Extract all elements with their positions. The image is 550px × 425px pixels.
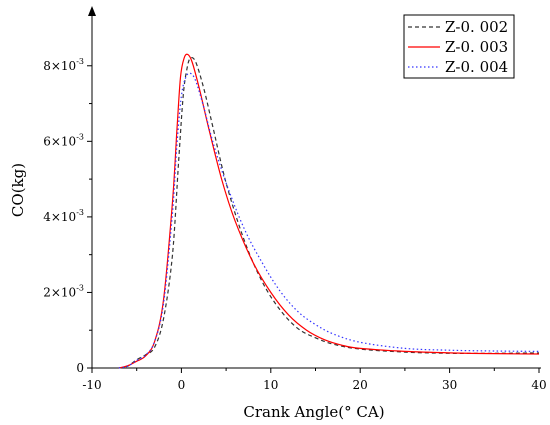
y-axis-title: CO(kg): [9, 163, 27, 217]
x-tick-label: 30: [442, 378, 457, 392]
legend: Z-0. 002 Z-0. 003 Z-0. 004: [403, 14, 515, 79]
y-tick-label: 0: [76, 361, 84, 375]
y-tick-label: 6×10-3: [43, 132, 84, 148]
legend-label-2: Z-0. 003: [445, 38, 508, 56]
x-axis-ticks: -10 0 10 20 30 40: [82, 368, 547, 392]
x-axis-title: Crank Angle(° CA): [243, 403, 384, 421]
y-axis-arrow: [88, 6, 96, 16]
legend-label-1: Z-0. 002: [445, 18, 508, 36]
series-layer: [118, 53, 540, 369]
x-tick-label: 10: [263, 378, 278, 392]
legend-label-3: Z-0. 004: [445, 58, 508, 76]
x-tick-label: -10: [82, 378, 101, 392]
y-tick-label: 2×10-3: [43, 283, 84, 299]
x-tick-label: 40: [531, 378, 546, 392]
y-tick-label: 4×10-3: [43, 208, 84, 224]
x-tick-label: 0: [178, 378, 186, 392]
series-line-1: [118, 56, 540, 369]
x-tick-label: 20: [353, 378, 368, 392]
y-axis-ticks: 0 2×10-3 4×10-3 6×10-3 8×10-3: [43, 57, 92, 375]
y-tick-label: 8×10-3: [43, 57, 84, 73]
series-line-2: [118, 53, 540, 369]
